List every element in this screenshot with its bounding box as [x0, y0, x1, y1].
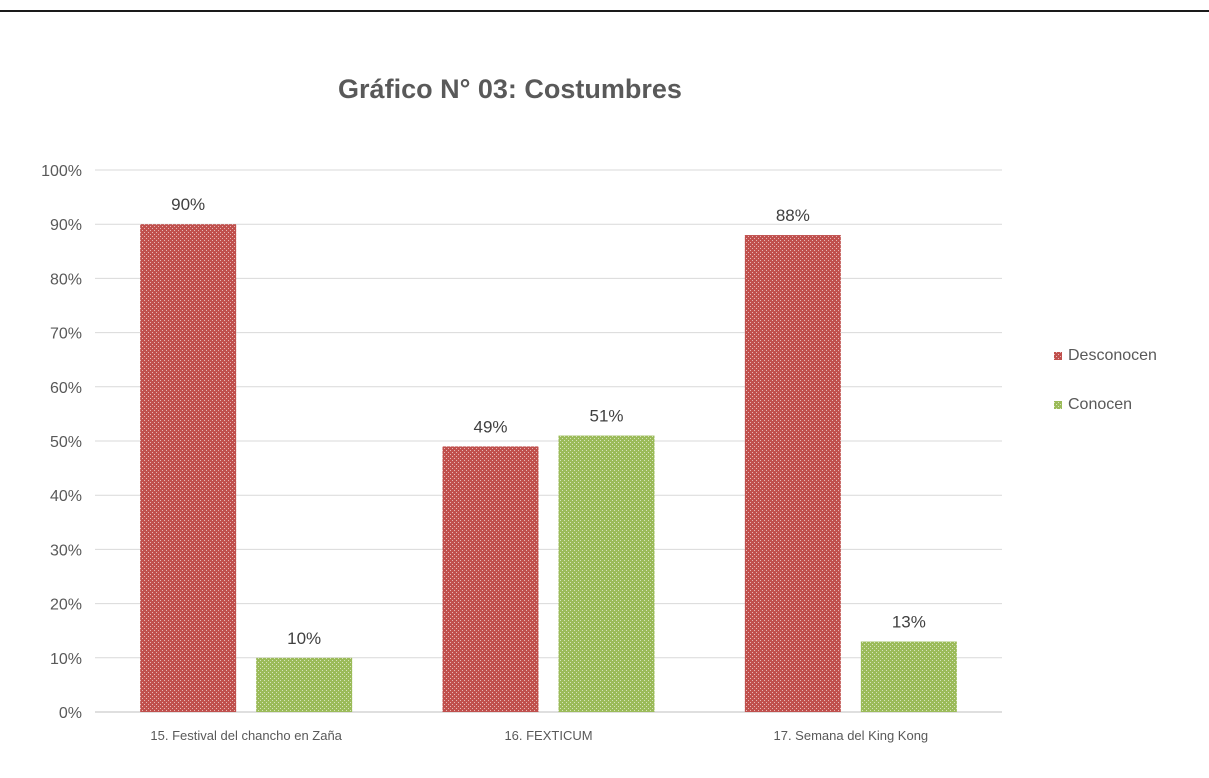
legend-swatch-desconocen — [1054, 352, 1062, 360]
data-label: 10% — [287, 629, 321, 648]
category-label: 15. Festival del chancho en Zaña — [150, 728, 342, 743]
y-tick-label: 70% — [50, 326, 82, 343]
y-tick-label: 0% — [59, 705, 82, 722]
bar-conocen — [558, 435, 655, 712]
gridlines — [95, 169, 1002, 713]
category-label: 16. FEXTICUM — [504, 728, 592, 743]
x-axis: 15. Festival del chancho en Zaña 16. FEXT… — [150, 728, 928, 743]
bars — [140, 224, 957, 713]
legend-label: Conocen — [1068, 396, 1132, 413]
legend: Desconocen Conocen — [1054, 347, 1157, 413]
data-label: 49% — [473, 417, 507, 436]
y-axis: 0% 10% 20% 30% 40% 50% 60% 70% 80% 90% 100% — [41, 163, 82, 722]
data-label: 90% — [171, 195, 205, 214]
data-labels: 90% 10% 49% 51% 88% 13% — [171, 195, 926, 648]
bar-desconocen — [140, 224, 237, 712]
y-tick-label: 90% — [50, 217, 82, 234]
bar-desconocen — [744, 235, 841, 713]
y-tick-label: 60% — [50, 380, 82, 397]
data-label: 51% — [589, 407, 623, 426]
y-tick-label: 100% — [41, 163, 82, 180]
data-label: 13% — [892, 613, 926, 632]
bar-desconocen — [442, 446, 539, 712]
y-tick-label: 20% — [50, 597, 82, 614]
y-tick-label: 10% — [50, 651, 82, 668]
top-rule — [0, 10, 1209, 12]
y-tick-label: 80% — [50, 271, 82, 288]
bar-conocen — [860, 641, 957, 712]
legend-label: Desconocen — [1068, 347, 1157, 364]
data-label: 88% — [776, 206, 810, 225]
category-label: 17. Semana del King Kong — [773, 728, 928, 743]
y-tick-label: 40% — [50, 488, 82, 505]
chart-title: Gráfico N° 03: Costumbres — [338, 74, 682, 104]
y-tick-label: 30% — [50, 542, 82, 559]
legend-swatch-conocen — [1054, 401, 1062, 409]
bar-conocen — [256, 657, 353, 712]
y-tick-label: 50% — [50, 434, 82, 451]
